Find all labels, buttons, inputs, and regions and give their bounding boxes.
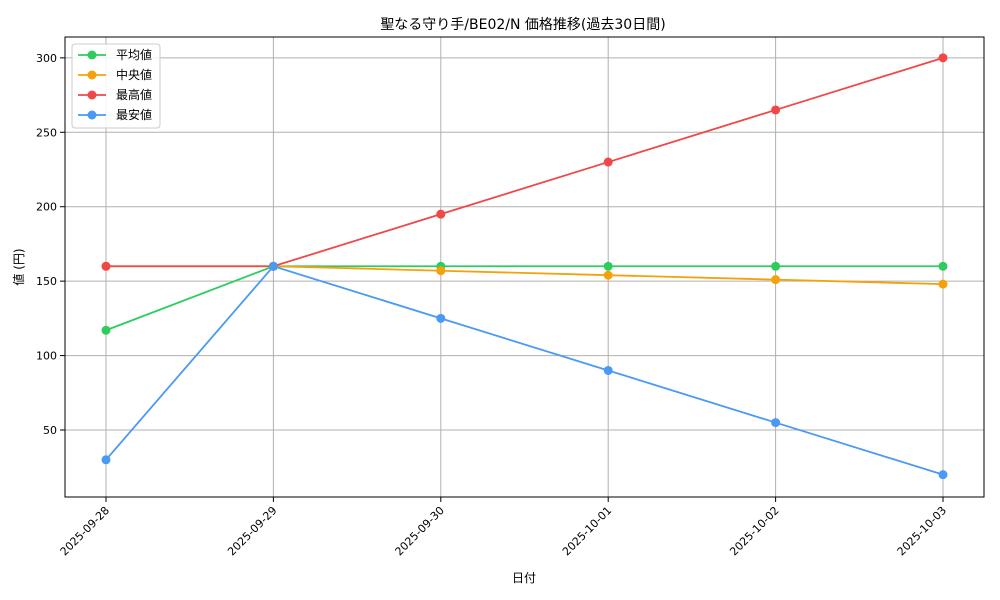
legend-marker (87, 50, 97, 60)
series-line (105, 265, 944, 476)
y-tick-label: 100 (36, 350, 57, 363)
data-point (436, 266, 446, 276)
chart-title: 聖なる守り手/BE02/N 価格推移(過去30日間) (380, 17, 665, 33)
data-point (938, 279, 948, 289)
data-point (938, 261, 948, 271)
plot-area-border (64, 36, 985, 498)
x-tick-label: 2025-10-01 (560, 504, 614, 558)
data-point (603, 270, 613, 280)
y-tick-label: 200 (36, 201, 57, 214)
y-tick-label: 150 (36, 275, 57, 288)
data-point (101, 455, 111, 465)
data-point (771, 261, 781, 271)
y-axis-label: 値 (円) (11, 248, 26, 285)
data-point (268, 261, 278, 271)
x-tick-label: 2025-09-28 (58, 504, 112, 558)
legend-box (71, 43, 161, 129)
data-point (101, 325, 111, 335)
legend-marker (87, 110, 97, 120)
data-point (603, 261, 613, 271)
data-point (938, 53, 948, 63)
legend-label: 平均値 (116, 47, 152, 62)
data-point (938, 470, 948, 480)
data-point (771, 275, 781, 285)
data-point (603, 365, 613, 375)
data-point (436, 313, 446, 323)
series-line (105, 265, 943, 332)
data-point (436, 209, 446, 219)
x-axis-label: 日付 (512, 571, 536, 585)
legend-label: 中央値 (116, 67, 152, 82)
x-tick-label: 2025-09-29 (225, 504, 279, 558)
legend-marker (87, 70, 97, 80)
x-tick-label: 2025-10-02 (727, 504, 781, 558)
data-point (101, 261, 111, 271)
y-tick-label: 50 (43, 424, 57, 437)
x-tick-label: 2025-09-30 (393, 504, 447, 558)
x-tick-label: 2025-10-03 (895, 504, 949, 558)
legend-label: 最安値 (116, 107, 152, 122)
legend-marker (87, 90, 97, 100)
data-point (603, 157, 613, 167)
series-layer (101, 53, 948, 480)
y-tick-label: 300 (36, 52, 57, 65)
legend-label: 最高値 (116, 87, 152, 102)
data-point (771, 418, 781, 428)
data-point (771, 105, 781, 115)
series-line (106, 56, 944, 268)
y-tick-label: 250 (36, 126, 57, 139)
